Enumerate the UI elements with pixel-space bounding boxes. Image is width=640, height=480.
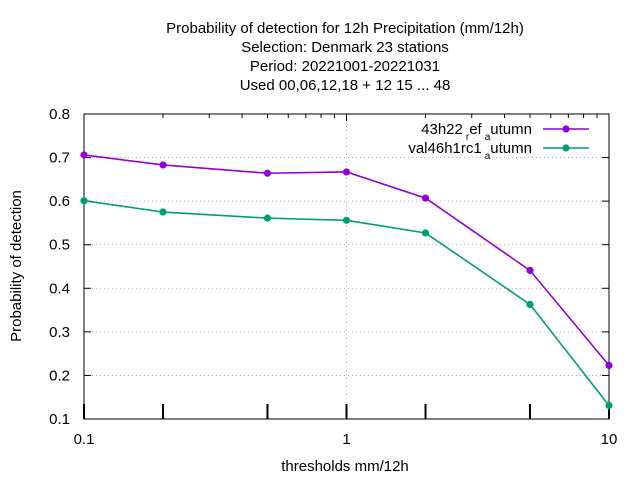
- axis-ticks: 0.1 0.2 0.3 0.4 0.5 0.6 0.7 0.8 0.1 1 10: [49, 106, 617, 448]
- legend-label-part: ef: [469, 121, 482, 138]
- legend-label-part: a: [485, 132, 491, 143]
- legend-label-part: val46h1rc1: [408, 140, 481, 157]
- series-2-point: [80, 197, 88, 205]
- y-tick-label: 0.6: [49, 193, 70, 210]
- series-1-point: [605, 361, 613, 370]
- x-tick-label: 1: [342, 431, 350, 448]
- legend-swatch-marker-2: [562, 144, 570, 152]
- title-line-1: Probability of detection for 12h Precipi…: [166, 20, 524, 37]
- y-tick-label: 0.5: [49, 237, 70, 254]
- legend-label-part: r: [466, 132, 470, 143]
- y-tick-label: 0.2: [49, 367, 70, 384]
- x-tick-label: 10: [601, 431, 618, 448]
- chart-title: Probability of detection for 12h Precipi…: [166, 20, 524, 94]
- bottom-bars: [83, 404, 610, 419]
- y-tick-label: 0.3: [49, 324, 70, 341]
- title-line-2: Selection: Denmark 23 stations: [241, 39, 449, 56]
- y-tick-label: 0.1: [49, 411, 70, 428]
- series-2-point: [159, 208, 167, 216]
- grid: [84, 114, 609, 419]
- y-tick-label: 0.4: [49, 280, 70, 297]
- legend-label-part: a: [485, 151, 491, 162]
- x-axis-label: thresholds mm/12h: [281, 458, 409, 475]
- title-line-3: Period: 20221001-20221031: [250, 58, 440, 75]
- y-tick-label: 0.8: [49, 106, 70, 123]
- legend-label-1: 43h22 ref autumn: [421, 121, 532, 143]
- y-tick-label: 0.7: [49, 150, 70, 167]
- y-axis-label: Probability of detection: [8, 190, 25, 342]
- series-1-point: [342, 168, 351, 176]
- legend-label-part: utumn: [490, 140, 532, 157]
- legend-label-part: utumn: [490, 121, 532, 138]
- series-1-point: [526, 266, 534, 275]
- legend-swatch-marker-1: [562, 125, 570, 133]
- series-lines: [80, 151, 613, 410]
- series-1-point: [159, 161, 167, 169]
- legend-label-part: 43h22: [421, 121, 463, 138]
- x-tick-label: 0.1: [74, 431, 95, 448]
- series-2-point: [342, 216, 351, 224]
- title-line-4: Used 00,06,12,18 + 12 15 ... 48: [240, 77, 451, 94]
- series-2-point: [526, 300, 534, 309]
- series-1-point: [263, 169, 272, 177]
- series-2-point: [421, 229, 430, 237]
- legend-label-2: val46h1rc1 autumn: [408, 140, 532, 162]
- series-1-point: [421, 194, 430, 202]
- series-2-point: [605, 401, 613, 410]
- series-2-point: [263, 214, 272, 222]
- series-1-point: [80, 151, 88, 159]
